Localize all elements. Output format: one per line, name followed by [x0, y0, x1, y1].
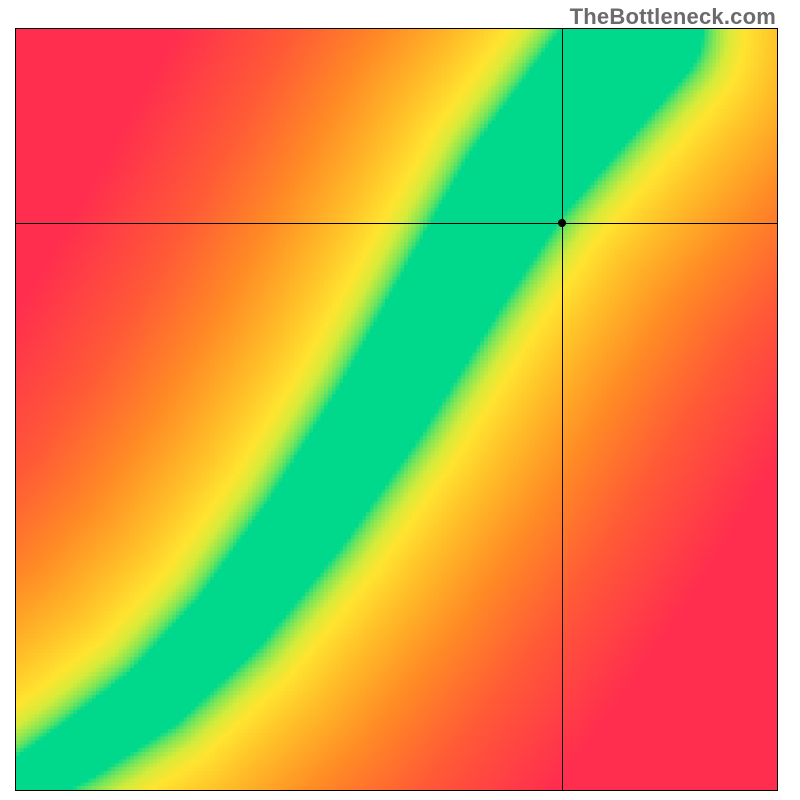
- crosshair-dot: [558, 219, 566, 227]
- crosshair-vertical: [562, 29, 563, 790]
- crosshair-horizontal: [16, 223, 777, 224]
- bottleneck-heatmap: [16, 29, 777, 790]
- plot-area: [15, 28, 778, 791]
- figure-container: TheBottleneck.com: [0, 0, 800, 800]
- watermark-label: TheBottleneck.com: [570, 4, 776, 30]
